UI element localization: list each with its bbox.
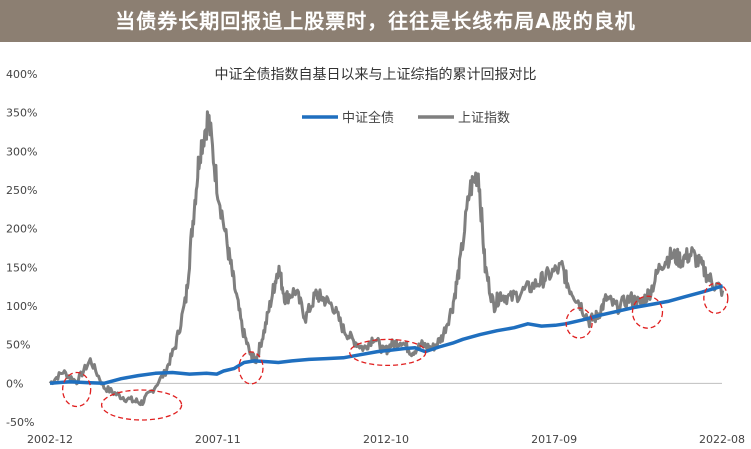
- y-tick-label: 350%: [6, 107, 37, 120]
- highlight-ellipse: [62, 371, 92, 408]
- chart-title: 中证全债指数自基日以来与上证综指的累计回报对比: [214, 67, 537, 83]
- x-tick-label: 2002-12: [27, 433, 73, 446]
- y-tick-label: 200%: [6, 223, 37, 236]
- y-tick-label: 50%: [6, 339, 30, 352]
- legend-label-sse: 上证指数: [458, 111, 510, 126]
- highlight-ellipse: [703, 282, 729, 314]
- x-tick-label: 2022-08: [699, 433, 745, 446]
- y-tick-label: -50%: [6, 416, 34, 429]
- y-tick-label: 100%: [6, 300, 37, 313]
- x-tick-label: 2007-11: [195, 433, 241, 446]
- y-tick-label: 400%: [6, 68, 37, 81]
- y-tick-label: 300%: [6, 145, 37, 158]
- highlight-ellipse: [349, 338, 427, 367]
- y-tick-label: 150%: [6, 261, 37, 274]
- banner: 当债券长期回报追上股票时，往往是长线布局A股的良机: [0, 0, 751, 42]
- legend-label-bond: 中证全债: [342, 110, 394, 126]
- highlight-ellipse: [100, 389, 183, 421]
- x-tick-label: 2012-10: [363, 433, 409, 446]
- x-tick-label: 2017-09: [531, 433, 577, 446]
- series-line-sse: [48, 110, 725, 407]
- y-tick-label: 0%: [6, 377, 23, 390]
- highlight-ellipse: [565, 307, 593, 339]
- y-tick-label: 250%: [6, 184, 37, 197]
- highlight-ellipse: [631, 295, 664, 329]
- highlight-ellipse: [238, 351, 264, 385]
